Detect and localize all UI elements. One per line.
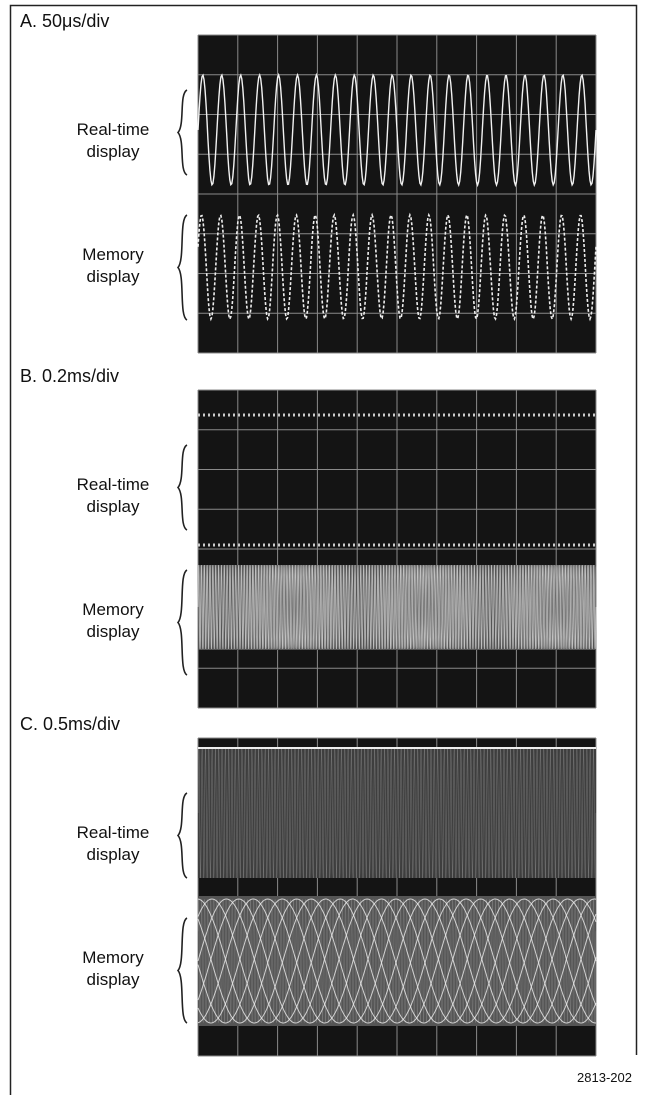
panel-label: B. 0.2ms/div [20, 366, 119, 386]
panel-label: A. 50μs/div [20, 11, 109, 31]
figure: 2813-202 A. 50μs/div Real-time display Memo… [0, 0, 647, 1095]
panel: C. 0.5ms/div Real-time display Memory displa… [20, 714, 596, 1056]
section-label: Memory [82, 948, 144, 967]
section-label: display [87, 497, 140, 516]
section-label: Real-time [77, 823, 150, 842]
brace [178, 570, 187, 675]
panel: A. 50μs/div Real-time display Memory display [20, 11, 596, 353]
section-label: display [87, 845, 140, 864]
brace [178, 793, 187, 878]
section-label: Memory [82, 245, 144, 264]
figure-number: 2813-202 [577, 1070, 632, 1085]
brace [178, 90, 187, 175]
panel-label: C. 0.5ms/div [20, 714, 120, 734]
section-label: Real-time [77, 475, 150, 494]
brace [178, 445, 187, 530]
brace [178, 215, 187, 320]
section-label: display [87, 970, 140, 989]
section-label: Real-time [77, 120, 150, 139]
section-label: Memory [82, 600, 144, 619]
section-label: display [87, 622, 140, 641]
section-label: display [87, 267, 140, 286]
page: {"panels": [ {"label": "A. 50μs/div", "r… [0, 0, 647, 1095]
brace [178, 918, 187, 1023]
section-label: display [87, 142, 140, 161]
panel: B. 0.2ms/div Real-time display Memory displa… [20, 366, 596, 708]
